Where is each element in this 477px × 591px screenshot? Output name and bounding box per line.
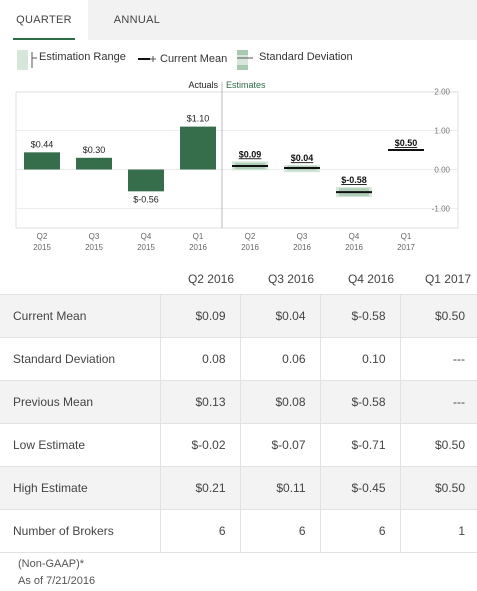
table-cell: $-0.71	[320, 423, 401, 467]
estimate-value-label: $-0.58	[341, 175, 367, 185]
actual-bar	[180, 126, 216, 170]
table-header: Q4 2016	[347, 271, 394, 286]
table-cell: $0.13	[160, 380, 241, 424]
non-gaap-note: (Non-GAAP)*	[18, 558, 85, 570]
table-header: Q1 2017	[424, 271, 471, 286]
legend-standard-deviation-label: Standard Deviation	[259, 51, 353, 63]
tab-annual-label: ANNUAL	[113, 14, 161, 26]
table-cell: $-0.45	[320, 466, 401, 510]
table-cell: ---	[400, 380, 477, 424]
estimation-range-swatch-icon	[17, 50, 37, 70]
table-header	[0, 263, 160, 295]
chart-legend: Estimation Range Current Mean Standard D…	[0, 40, 477, 76]
table-cell: $0.50	[400, 423, 477, 467]
x-tick-year-label: 2015	[85, 243, 103, 252]
table-row: Standard Deviation 0.08 0.06 0.10 ---	[0, 337, 477, 381]
table-cell: 6	[320, 509, 401, 553]
x-tick-quarter-label: Q4	[141, 232, 152, 241]
table-cell: 0.10	[320, 337, 401, 381]
estimate-value-label: $0.04	[291, 153, 314, 163]
period-tabs: QUARTER ANNUAL	[0, 0, 477, 40]
table-row: High Estimate $0.21 $0.11 $-0.45 $0.50	[0, 466, 477, 510]
table-cell: 0.08	[160, 337, 241, 381]
table-cell: 6	[240, 509, 321, 553]
estimates-table: Q2 2016 Q3 2016 Q4 2016 Q1 2017 Current …	[0, 263, 477, 553]
y-tick-label: 1.00	[434, 127, 450, 136]
table-cell: $0.11	[240, 466, 321, 510]
legend-current-mean-label: Current Mean	[160, 53, 228, 65]
table-cell: $-0.02	[160, 423, 241, 467]
table-cell: $-0.58	[320, 380, 401, 424]
table-row: Current Mean $0.09 $0.04 $-0.58 $0.50	[0, 294, 477, 338]
x-tick-quarter-label: Q3	[297, 232, 308, 241]
table-header: Q3 2016	[267, 271, 314, 286]
x-tick-year-label: 2015	[137, 243, 155, 252]
table-cell: ---	[400, 337, 477, 381]
actual-bar	[76, 157, 112, 170]
actuals-section-label: Actuals	[188, 80, 218, 90]
active-tab-indicator	[13, 38, 75, 40]
table-cell: 1	[400, 509, 477, 553]
row-label: Number of Brokers	[0, 509, 161, 553]
row-label: Previous Mean	[0, 380, 161, 424]
tab-quarter[interactable]: QUARTER	[0, 0, 88, 40]
x-tick-quarter-label: Q2	[37, 232, 48, 241]
x-tick-year-label: 2016	[241, 243, 259, 252]
y-tick-label: -1.00	[432, 205, 451, 214]
table-row: Low Estimate $-0.02 $-0.07 $-0.71 $0.50	[0, 423, 477, 467]
y-tick-label: 0.00	[434, 166, 450, 175]
actual-value-label: $-0.56	[133, 194, 159, 204]
table-cell: $0.08	[240, 380, 321, 424]
estimate-value-label: $0.09	[239, 149, 262, 159]
x-tick-quarter-label: Q1	[193, 232, 204, 241]
actual-value-label: $0.44	[31, 139, 54, 149]
current-mean-swatch-icon	[138, 56, 156, 62]
row-label: High Estimate	[0, 466, 161, 510]
x-tick-quarter-label: Q4	[349, 232, 360, 241]
tab-annual[interactable]: ANNUAL	[88, 0, 186, 40]
actual-value-label: $0.30	[83, 145, 106, 155]
x-tick-year-label: 2016	[189, 243, 207, 252]
table-cell: $0.09	[160, 294, 241, 338]
row-label: Low Estimate	[0, 423, 161, 467]
table-cell: $-0.07	[240, 423, 321, 467]
table-cell: $0.50	[400, 294, 477, 338]
as-of-date: As of 7/21/2016	[18, 575, 96, 587]
row-label: Standard Deviation	[0, 337, 161, 381]
actual-value-label: $1.10	[187, 114, 210, 124]
table-cell: 0.06	[240, 337, 321, 381]
tab-quarter-label: QUARTER	[16, 14, 72, 26]
x-tick-quarter-label: Q1	[401, 232, 412, 241]
y-tick-label: 2.00	[434, 88, 450, 97]
table-cell: $-0.58	[320, 294, 401, 338]
table-cell: $0.04	[240, 294, 321, 338]
x-tick-year-label: 2016	[345, 243, 363, 252]
standard-deviation-swatch-icon	[237, 50, 253, 70]
table-cell: $0.50	[400, 466, 477, 510]
table-row: Number of Brokers 6 6 6 1	[0, 509, 477, 553]
x-tick-year-label: 2015	[33, 243, 51, 252]
actual-bar	[24, 152, 60, 170]
table-cell: 6	[160, 509, 241, 553]
legend-estimation-range-label: Estimation Range	[39, 51, 126, 63]
x-tick-year-label: 2017	[397, 243, 415, 252]
estimate-value-label: $0.50	[395, 138, 418, 148]
row-label: Current Mean	[0, 294, 161, 338]
eps-chart: 2.00 1.00 0.00 -1.00 Actuals Estimates $0.44 $0…	[0, 76, 477, 260]
eps-chart-svg: 2.00 1.00 0.00 -1.00 Actuals Estimates $0.44 $0…	[15, 80, 459, 252]
x-tick-quarter-label: Q2	[245, 232, 256, 241]
x-tick-year-label: 2016	[293, 243, 311, 252]
estimates-section-label: Estimates	[226, 80, 266, 90]
table-cell: $0.21	[160, 466, 241, 510]
actual-bar	[128, 169, 164, 192]
table-header-row: Q2 2016 Q3 2016 Q4 2016 Q1 2017	[0, 263, 477, 295]
table-row: Previous Mean $0.13 $0.08 $-0.58 ---	[0, 380, 477, 424]
x-tick-quarter-label: Q3	[89, 232, 100, 241]
table-header: Q2 2016	[187, 271, 234, 286]
